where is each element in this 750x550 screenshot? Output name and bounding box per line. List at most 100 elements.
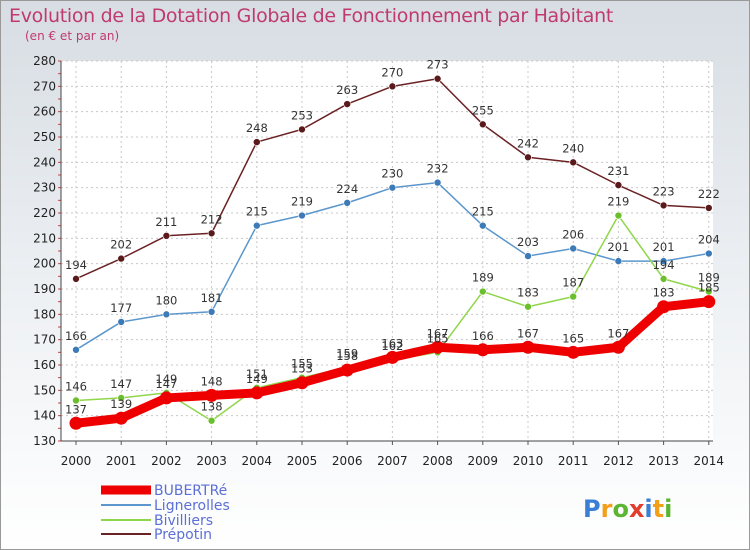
legend-label: Lignerolles xyxy=(154,498,230,514)
data-label: 201 xyxy=(607,240,629,254)
x-tick-label: 2001 xyxy=(106,454,137,468)
data-label: 153 xyxy=(291,362,313,376)
data-label: 158 xyxy=(336,349,358,363)
data-point xyxy=(72,345,80,354)
data-label: 194 xyxy=(653,258,675,272)
data-label: 219 xyxy=(291,195,313,209)
y-tick-label: 160 xyxy=(33,358,56,372)
data-label: 219 xyxy=(607,195,629,209)
y-tick-label: 140 xyxy=(33,409,56,423)
x-tick-label: 2014 xyxy=(694,454,725,468)
data-label: 273 xyxy=(427,58,449,72)
data-point xyxy=(704,204,713,212)
data-point xyxy=(388,82,397,91)
data-label: 212 xyxy=(201,212,223,226)
legend-item: Lignerolles xyxy=(101,498,230,514)
data-point xyxy=(162,232,171,240)
data-point xyxy=(253,221,261,230)
y-tick-label: 130 xyxy=(33,434,56,448)
data-label: 166 xyxy=(65,329,87,343)
x-tick-label: 2005 xyxy=(287,454,318,468)
data-label: 147 xyxy=(155,377,177,391)
x-tick-label: 2010 xyxy=(513,454,544,468)
legend-label: Bivilliers xyxy=(154,513,213,529)
data-label: 215 xyxy=(472,205,494,219)
data-label: 167 xyxy=(517,326,539,340)
data-label: 151 xyxy=(246,367,268,381)
data-label: 201 xyxy=(653,240,675,254)
y-tick-label: 220 xyxy=(33,206,56,220)
data-label: 222 xyxy=(698,187,720,201)
data-label: 189 xyxy=(472,271,494,285)
legend-item: Bivilliers xyxy=(101,513,213,529)
data-label: 206 xyxy=(562,227,584,241)
data-point xyxy=(524,302,532,311)
logo-letter: P xyxy=(583,495,601,523)
plot-area xyxy=(61,61,713,441)
y-tick-label: 210 xyxy=(33,231,56,245)
data-label: 215 xyxy=(246,205,268,219)
x-tick-label: 2007 xyxy=(377,454,408,468)
data-point xyxy=(295,376,309,390)
series-lignerolles xyxy=(72,178,713,354)
data-point xyxy=(207,416,216,425)
data-point xyxy=(659,275,668,283)
data-point xyxy=(659,201,668,210)
data-point xyxy=(388,183,397,192)
data-label: 137 xyxy=(65,402,87,416)
data-label: 165 xyxy=(427,331,449,345)
x-tick-label: 2002 xyxy=(151,454,182,468)
data-label: 167 xyxy=(427,326,449,340)
data-label: 224 xyxy=(336,182,358,196)
data-point xyxy=(478,221,487,230)
x-tick-label: 2009 xyxy=(468,454,499,468)
data-point xyxy=(72,396,80,405)
data-point xyxy=(117,394,125,402)
data-point xyxy=(250,386,264,400)
data-label: 177 xyxy=(110,301,132,315)
data-label: 155 xyxy=(291,357,313,371)
data-label: 194 xyxy=(65,258,87,272)
data-label: 185 xyxy=(698,281,720,295)
data-label: 203 xyxy=(517,235,539,249)
data-point xyxy=(69,416,83,430)
data-label: 230 xyxy=(381,167,403,181)
data-label: 263 xyxy=(336,83,358,97)
data-point xyxy=(72,275,80,283)
data-point xyxy=(298,125,306,134)
x-tick-label: 2004 xyxy=(242,454,273,468)
data-label: 211 xyxy=(155,215,177,229)
logo-letter: t xyxy=(653,495,664,523)
data-point xyxy=(433,178,442,187)
data-label: 248 xyxy=(246,121,268,135)
data-point xyxy=(569,292,578,301)
data-point xyxy=(207,307,216,316)
y-tick-label: 270 xyxy=(33,79,56,93)
y-tick-label: 240 xyxy=(33,155,56,169)
logo-letter: o xyxy=(612,495,629,523)
x-tick-label: 2011 xyxy=(558,454,589,468)
x-tick-label: 2000 xyxy=(61,454,92,468)
data-label: 270 xyxy=(381,65,403,79)
data-point xyxy=(253,138,261,146)
data-label: 180 xyxy=(155,293,177,307)
data-point xyxy=(614,257,623,265)
y-tick-label: 190 xyxy=(33,282,56,296)
data-point xyxy=(478,287,487,296)
data-label: 167 xyxy=(607,326,629,340)
x-tick-label: 2003 xyxy=(196,454,227,468)
data-point xyxy=(569,158,578,167)
data-label: 242 xyxy=(517,136,539,150)
logo-letter: x xyxy=(629,495,645,523)
data-point xyxy=(340,363,354,377)
data-point xyxy=(117,318,125,326)
data-label: 149 xyxy=(155,372,177,386)
data-point xyxy=(207,229,216,238)
data-point xyxy=(114,411,128,425)
data-point xyxy=(343,100,352,108)
y-tick-label: 250 xyxy=(33,130,56,144)
data-point xyxy=(159,391,173,405)
data-label: 162 xyxy=(381,339,403,353)
data-label: 159 xyxy=(336,347,358,361)
